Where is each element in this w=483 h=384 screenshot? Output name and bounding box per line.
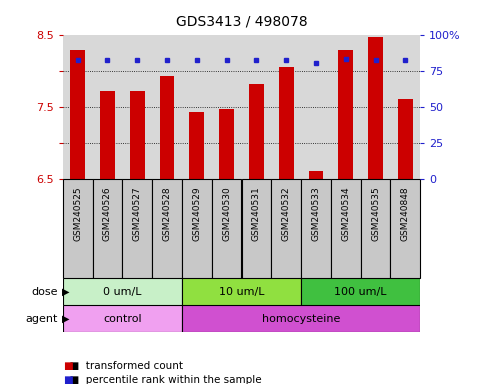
Bar [100,91,115,179]
Text: 100 um/L: 100 um/L [334,287,387,297]
Text: GSM240532: GSM240532 [282,187,291,241]
Text: GSM240525: GSM240525 [73,187,82,241]
Bar [301,278,420,305]
Text: GSM240848: GSM240848 [401,187,410,241]
Text: agent: agent [26,314,58,324]
Bar [63,278,182,305]
Text: GSM240534: GSM240534 [341,187,350,241]
Bar [63,179,93,278]
Bar [189,112,204,179]
Bar [93,179,122,278]
Text: ▶: ▶ [62,287,70,297]
Text: GSM240528: GSM240528 [163,187,171,241]
Bar [182,179,212,278]
Text: ■: ■ [63,361,72,371]
Text: GSM240530: GSM240530 [222,187,231,241]
Bar [398,99,413,179]
Bar [331,179,361,278]
Text: ■  transformed count: ■ transformed count [63,361,183,371]
Bar [249,84,264,179]
Bar [63,305,182,332]
Bar [182,305,420,332]
Bar [338,50,353,179]
Text: dose: dose [31,287,58,297]
Text: control: control [103,314,142,324]
Text: GSM240533: GSM240533 [312,187,320,241]
Bar [212,179,242,278]
Text: GSM240531: GSM240531 [252,187,261,241]
Text: ▶: ▶ [62,314,70,324]
Text: GSM240527: GSM240527 [133,187,142,241]
Bar [390,179,420,278]
Bar [219,109,234,179]
Text: GSM240526: GSM240526 [103,187,112,241]
Text: ■  percentile rank within the sample: ■ percentile rank within the sample [63,375,261,384]
Text: 10 um/L: 10 um/L [219,287,264,297]
Text: 0 um/L: 0 um/L [103,287,142,297]
Bar [309,170,324,179]
Bar [159,76,174,179]
Text: homocysteine: homocysteine [262,314,340,324]
Bar [122,179,152,278]
Text: GSM240529: GSM240529 [192,187,201,241]
Bar [152,179,182,278]
Bar [301,179,331,278]
Bar [361,179,390,278]
Text: GDS3413 / 498078: GDS3413 / 498078 [176,14,307,28]
Bar [279,67,294,179]
Bar [242,179,271,278]
Bar [70,50,85,179]
Text: ■: ■ [63,375,72,384]
Bar [368,37,383,179]
Text: GSM240535: GSM240535 [371,187,380,241]
Bar [271,179,301,278]
Bar [130,91,145,179]
Bar [182,278,301,305]
